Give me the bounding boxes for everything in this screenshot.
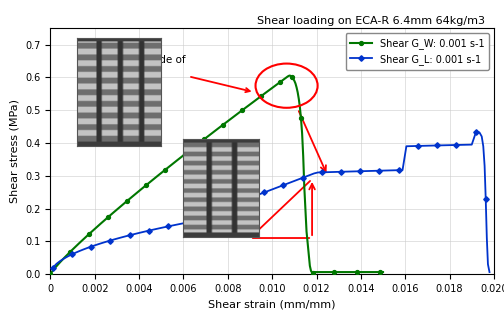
Shear G_L: 0.001 s-1: (0.0166, 0.391): 0.001 s-1: (0.0166, 0.391) xyxy=(415,144,421,148)
Shear G_L: 0.001 s-1: (0.015, 0.316): 0.001 s-1: (0.015, 0.316) xyxy=(381,169,387,173)
Text: Shear loading on ECA-R 6.4mm 64kg/m3: Shear loading on ECA-R 6.4mm 64kg/m3 xyxy=(257,16,485,26)
Shear G_W: 0.001 s-1: (0.00184, 0.128): 0.001 s-1: (0.00184, 0.128) xyxy=(88,230,94,234)
Shear G_W: 0.001 s-1: (0.015, 0.006): 0.001 s-1: (0.015, 0.006) xyxy=(380,270,386,274)
Shear G_W: 0.001 s-1: (0.00389, 0.248): 0.001 s-1: (0.00389, 0.248) xyxy=(134,191,140,195)
Y-axis label: Shear stress (MPa): Shear stress (MPa) xyxy=(10,99,20,203)
Shear G_L: 0.001 s-1: (0.0198, 0.006): 0.001 s-1: (0.0198, 0.006) xyxy=(486,270,492,274)
X-axis label: Shear strain (mm/mm): Shear strain (mm/mm) xyxy=(209,299,336,309)
Shear G_W: 0.001 s-1: (0.00919, 0.527): 0.001 s-1: (0.00919, 0.527) xyxy=(251,100,257,103)
Text: Global mode of
instability: Global mode of instability xyxy=(106,55,250,92)
Shear G_L: 0.001 s-1: (0.00652, 0.168): 0.001 s-1: (0.00652, 0.168) xyxy=(192,217,198,221)
Shear G_L: 0.001 s-1: (0.0121, 0.31): 0.001 s-1: (0.0121, 0.31) xyxy=(315,170,321,174)
Shear G_L: 0.001 s-1: (0.00426, 0.13): 0.001 s-1: (0.00426, 0.13) xyxy=(142,230,148,233)
Line: Shear G_L: 0.001 s-1: Shear G_L: 0.001 s-1 xyxy=(51,129,491,274)
Shear G_W: 0.001 s-1: (0.00378, 0.242): 0.001 s-1: (0.00378, 0.242) xyxy=(131,193,137,197)
Shear G_W: 0.001 s-1: (0.00789, 0.461): 0.001 s-1: (0.00789, 0.461) xyxy=(222,121,228,125)
Legend: Shear G_W: 0.001 s-1, Shear G_L: 0.001 s-1: Shear G_W: 0.001 s-1, Shear G_L: 0.001 s… xyxy=(346,33,489,70)
Line: Shear G_W: 0.001 s-1: Shear G_W: 0.001 s-1 xyxy=(48,74,385,276)
Shear G_W: 0.001 s-1: (0.0108, 0.606): 0.001 s-1: (0.0108, 0.606) xyxy=(287,74,293,77)
Shear G_L: 0.001 s-1: (0.0192, 0.435): 0.001 s-1: (0.0192, 0.435) xyxy=(473,130,479,134)
Shear G_W: 0.001 s-1: (0, 0): 0.001 s-1: (0, 0) xyxy=(47,272,53,276)
Shear G_L: 0.001 s-1: (0.0001, 0.0184): 0.001 s-1: (0.0001, 0.0184) xyxy=(49,266,55,270)
Shear G_W: 0.001 s-1: (0.00443, 0.278): 0.001 s-1: (0.00443, 0.278) xyxy=(146,181,152,185)
Shear G_L: 0.001 s-1: (0.0176, 0.393): 0.001 s-1: (0.0176, 0.393) xyxy=(438,143,444,147)
